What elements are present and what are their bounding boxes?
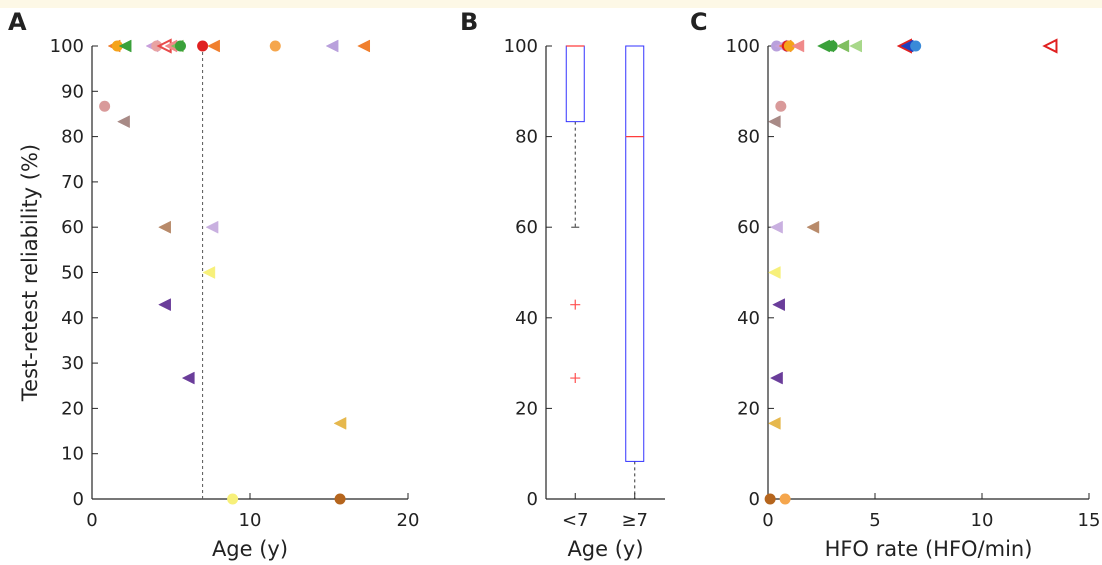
x-tick-label-a: 10: [239, 510, 262, 531]
y-tick-label-a: 100: [50, 36, 84, 57]
y-axis-label-a: Test-retest reliability (%): [18, 144, 42, 402]
y-tick-label-a: 60: [61, 217, 84, 238]
data-point-a-20: [181, 371, 195, 385]
data-point-c-9: [836, 39, 850, 53]
data-point-a-1: [111, 40, 123, 52]
y-tick-label-b: 40: [515, 308, 538, 329]
data-point-c-21: [770, 371, 783, 385]
y-tick-label-b: 80: [515, 127, 538, 148]
data-point-a-19: [158, 298, 171, 312]
data-point-a-14: [99, 100, 111, 112]
data-point-c-20: [772, 298, 785, 312]
data-point-c-5: [791, 39, 805, 53]
x-axis-label-a: Age (y): [212, 537, 288, 561]
data-point-a-18: [202, 266, 216, 279]
panel-letter-b: B: [460, 8, 478, 36]
data-point-a-21: [333, 416, 347, 430]
y-tick-label-a: 90: [61, 81, 84, 102]
x-tick-label-c: 0: [762, 510, 773, 531]
outlier-0-1: [570, 373, 581, 384]
data-point-c-17: [770, 220, 783, 234]
y-tick-label-b: 20: [515, 398, 538, 419]
y-tick-label-a: 50: [61, 263, 84, 284]
data-point-c-19: [767, 266, 781, 279]
data-point-a-2: [118, 39, 132, 53]
data-point-a-11: [269, 40, 281, 52]
y-tick-label-c: 40: [737, 308, 760, 329]
data-point-c-22: [767, 416, 781, 430]
data-point-a-15: [117, 115, 130, 129]
top-band: [0, 0, 1102, 8]
data-point-c-24: [779, 493, 791, 505]
x-tick-label-a: 0: [86, 510, 97, 531]
y-tick-label-a: 30: [61, 353, 84, 374]
y-tick-label-c: 80: [737, 127, 760, 148]
x-axis-label-c: HFO rate (HFO/min): [825, 537, 1033, 561]
y-tick-label-c: 0: [749, 489, 760, 510]
y-tick-label-b: 0: [527, 489, 538, 510]
data-point-c-14: [1042, 38, 1058, 54]
x-tick-label-b: ≥7: [621, 510, 648, 531]
y-tick-label-a: 80: [61, 127, 84, 148]
panel-letter-c: C: [690, 8, 708, 36]
data-point-c-4: [783, 40, 795, 52]
x-axis-label-b: Age (y): [567, 537, 643, 561]
y-tick-label-b: 100: [504, 36, 538, 57]
box-0: [565, 45, 585, 123]
x-tick-label-c: 10: [971, 510, 994, 531]
y-tick-label-c: 20: [737, 398, 760, 419]
y-tick-label-a: 70: [61, 172, 84, 193]
data-point-c-10: [849, 39, 862, 53]
y-tick-label-a: 40: [61, 308, 84, 329]
data-point-a-13: [357, 39, 371, 53]
data-point-c-13: [910, 40, 922, 52]
data-point-a-9: [197, 40, 209, 52]
y-tick-label-a: 0: [73, 489, 84, 510]
x-tick-label-c: 5: [869, 510, 880, 531]
y-tick-label-c: 100: [726, 36, 760, 57]
data-point-c-16: [767, 115, 781, 129]
y-tick-label-c: 60: [737, 217, 760, 238]
data-point-a-16: [158, 220, 171, 234]
data-point-a-10: [207, 39, 220, 53]
data-point-a-12: [325, 39, 339, 53]
y-tick-label-a: 20: [61, 398, 84, 419]
panel-letter-a: A: [8, 8, 27, 36]
data-point-a-8: [174, 40, 186, 52]
data-point-c-23: [764, 493, 776, 505]
data-point-a-23: [334, 493, 346, 505]
y-tick-label-a: 10: [61, 444, 84, 465]
x-tick-label-b: <7: [562, 510, 589, 531]
x-tick-label-a: 20: [397, 510, 420, 531]
data-point-c-8: [826, 40, 838, 52]
data-point-a-22: [227, 493, 239, 505]
data-point-a-17: [205, 220, 219, 234]
x-tick-label-c: 15: [1078, 510, 1101, 531]
data-point-c-18: [806, 220, 820, 234]
box-1: [625, 45, 645, 462]
data-point-c-15: [775, 100, 787, 112]
y-tick-label-b: 60: [515, 217, 538, 238]
outlier-0-0: [570, 299, 581, 310]
